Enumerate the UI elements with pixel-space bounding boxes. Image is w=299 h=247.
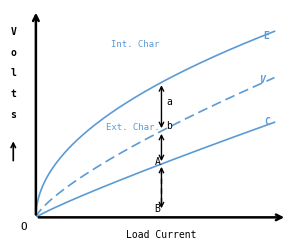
- Text: t: t: [10, 89, 16, 99]
- Text: C: C: [264, 117, 270, 127]
- Text: Int. Char: Int. Char: [111, 40, 160, 49]
- Text: s: s: [10, 110, 16, 120]
- Text: l: l: [10, 68, 16, 78]
- Text: V: V: [260, 75, 265, 85]
- Text: Ext. Char.: Ext. Char.: [106, 123, 160, 132]
- Text: b: b: [167, 121, 172, 131]
- Text: B: B: [154, 204, 160, 214]
- Text: O: O: [21, 222, 28, 232]
- Text: E: E: [263, 31, 269, 41]
- Text: A: A: [154, 157, 160, 167]
- Text: V: V: [10, 27, 16, 37]
- Text: Load Current: Load Current: [126, 230, 197, 240]
- Text: o: o: [10, 47, 16, 58]
- Text: a: a: [167, 97, 172, 107]
